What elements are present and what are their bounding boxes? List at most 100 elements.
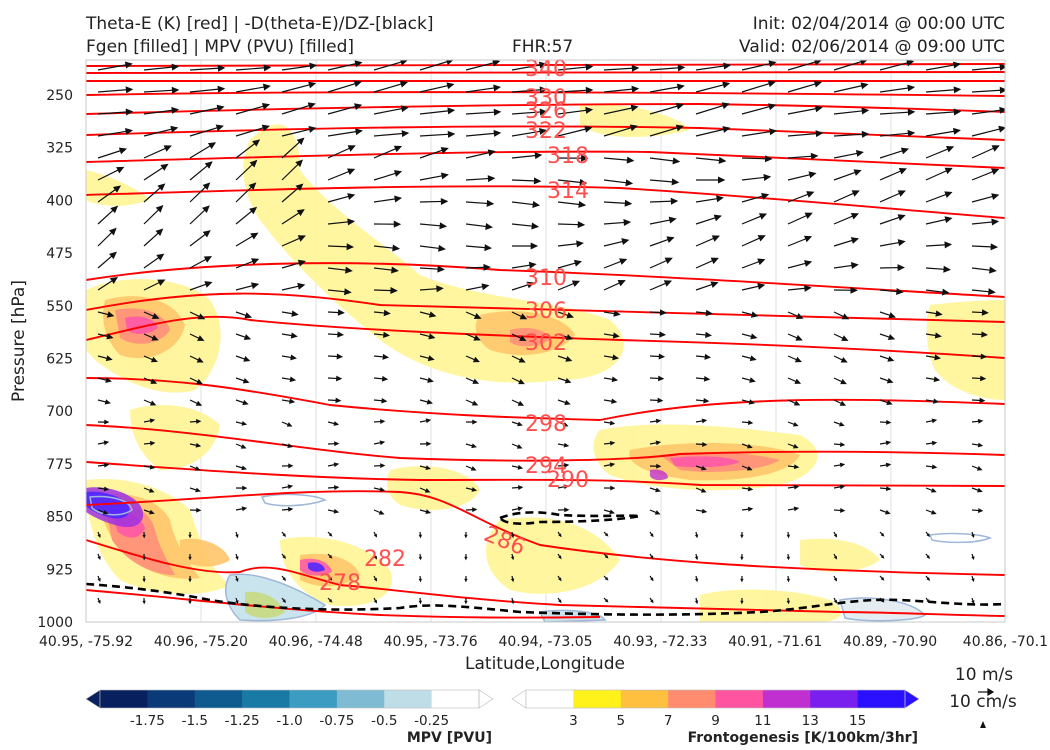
wind-arrow-head xyxy=(944,216,953,224)
wind-arrow-head xyxy=(328,532,333,537)
wind-arrow-head xyxy=(794,356,802,363)
wind-arrow-head xyxy=(427,355,435,362)
wind-arrow-head xyxy=(886,399,893,406)
wind-arrow-head xyxy=(861,107,870,115)
x-tick-label: 40.94, -73.05 xyxy=(498,634,592,650)
wind-arrow-head xyxy=(263,64,272,72)
wind-arrow-head xyxy=(658,353,666,360)
wind-arrow-head xyxy=(841,335,849,341)
wind-arrow-head xyxy=(510,578,515,583)
wind-arrow-head xyxy=(473,312,482,319)
wind-arrow-head xyxy=(768,60,777,68)
wind-arrow-head xyxy=(721,102,730,110)
x-tick-label: 40.95, -73.76 xyxy=(384,634,478,650)
colorbar-tick-label: 11 xyxy=(754,713,771,729)
wind-arrow-head xyxy=(155,204,164,213)
wind-arrow-head xyxy=(650,533,654,538)
colorbar-tick-label: -1.5 xyxy=(182,713,208,729)
wind-arrow-head xyxy=(888,312,897,319)
wind-arrow-head xyxy=(487,175,496,183)
wind-arrow-head xyxy=(308,126,317,133)
wind-arrow-head xyxy=(353,80,362,88)
wind-arrow-head xyxy=(393,145,403,153)
wind-arrow-head xyxy=(151,312,160,319)
wind-arrow-head xyxy=(675,102,685,110)
wind-arrow-head xyxy=(675,124,684,132)
wind-arrow-head xyxy=(935,310,943,317)
wind-arrow-head xyxy=(885,486,892,492)
wind-arrow-head xyxy=(839,484,846,490)
wind-arrow-head xyxy=(242,399,249,406)
wind-arrow-head xyxy=(988,288,996,296)
wind-arrow-head xyxy=(933,398,940,404)
wind-arrow-head xyxy=(296,137,305,146)
colorbar-tick-label: 7 xyxy=(664,713,673,729)
wind-arrow-head xyxy=(930,487,937,493)
wind-arrow-head xyxy=(655,487,661,493)
y-tick-label: 475 xyxy=(46,246,73,262)
wind-arrow-head xyxy=(308,81,317,89)
colorbar-swatch xyxy=(668,690,716,708)
wind-arrow-head xyxy=(472,378,480,384)
wind-arrow-head xyxy=(630,104,639,112)
wind-arrow-head xyxy=(981,309,989,316)
wind-arrow-head xyxy=(373,533,377,538)
wind-arrow-head xyxy=(656,463,662,469)
wind-arrow-head xyxy=(517,421,523,427)
wind-arrow-head xyxy=(334,485,340,490)
wind-arrow-head xyxy=(373,555,377,560)
wind-arrow-head xyxy=(156,253,165,261)
wind-arrow-head xyxy=(249,159,258,168)
y-tick-label: 1000 xyxy=(37,615,73,631)
wind-arrow-head xyxy=(427,377,434,383)
wind-key-vertical-label: 10 cm/s xyxy=(949,692,1017,712)
wind-arrow-head xyxy=(585,106,594,114)
wind-arrow-head xyxy=(907,84,916,92)
wind-arrow-head xyxy=(472,507,478,513)
wind-arrow-head xyxy=(464,600,468,605)
wind-arrow-head xyxy=(103,486,110,492)
wind-arrow-head xyxy=(347,168,356,175)
wind-arrow-head xyxy=(393,220,402,228)
wind-arrow-head xyxy=(116,166,125,174)
wind-arrow-head xyxy=(194,466,201,471)
y-tick-labels: 250 325 400 475 550 625 700 775 850 925 1000 xyxy=(37,88,73,631)
wind-arrow-head xyxy=(563,462,570,468)
wind-arrow-head xyxy=(447,107,456,115)
wind-arrow-head xyxy=(125,108,134,116)
wind-arrow-head xyxy=(418,556,422,561)
y-tick-label: 925 xyxy=(46,562,73,578)
wind-arrow-head xyxy=(118,147,128,155)
wind-arrow-head xyxy=(795,312,804,319)
y-tick-label: 250 xyxy=(46,88,73,104)
wind-arrow-head xyxy=(886,419,892,425)
wind-arrow-head xyxy=(945,145,955,153)
wind-arrow-head xyxy=(518,378,525,385)
wind-arrow-head xyxy=(390,287,398,295)
wind-arrow-head xyxy=(747,506,754,512)
wind-arrow-head xyxy=(252,139,261,147)
wind-arrow-head xyxy=(171,63,180,71)
wind-arrow-head xyxy=(142,578,146,583)
wind-arrow-head xyxy=(623,219,632,227)
wind-arrow-head xyxy=(971,556,975,561)
wind-arrow-head xyxy=(853,169,862,176)
wind-arrow-head xyxy=(885,509,891,515)
wind-arrow-head xyxy=(943,265,951,273)
y-axis-title: Pressure [hPa] xyxy=(9,280,29,402)
wind-arrow-head xyxy=(953,108,962,116)
wind-arrow-head xyxy=(609,440,616,446)
wind-arrow-head xyxy=(286,422,293,427)
wind-arrow-head xyxy=(103,440,110,446)
wind-arrow-head xyxy=(761,192,770,200)
wind-arrows xyxy=(97,60,1005,605)
wind-arrow-head xyxy=(998,125,1005,133)
wind-arrow-head xyxy=(705,331,712,339)
wind-arrow-head xyxy=(195,400,203,406)
colorbar-extend-right xyxy=(904,689,920,709)
wind-arrow-head xyxy=(217,64,226,72)
wind-arrow-head xyxy=(722,126,731,133)
theta-e-label: 294 xyxy=(525,454,567,479)
wind-arrow-head xyxy=(931,418,938,424)
wind-arrow-head xyxy=(530,242,539,250)
